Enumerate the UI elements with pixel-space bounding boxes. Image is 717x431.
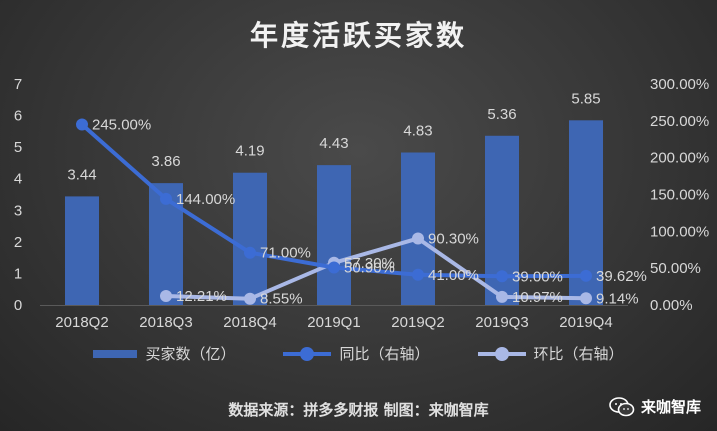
yoy-label: 39.00%: [512, 268, 563, 285]
y2-tick-label: 250.00%: [650, 113, 709, 130]
qoq-point: [496, 290, 508, 303]
chart-title: 年度活跃买家数: [249, 19, 467, 52]
legend-label-qoq: 环比（右轴）: [533, 345, 624, 363]
yoy-label: 39.62%: [596, 268, 647, 285]
y-tick-label: 5: [14, 139, 22, 156]
x-tick-label: 2019Q2: [391, 314, 444, 331]
bar-value-label: 3.86: [151, 153, 180, 170]
yoy-point: [412, 268, 424, 281]
qoq-point: [160, 290, 172, 303]
y-tick-label: 6: [14, 108, 22, 125]
legend-yoy-swatch: [283, 346, 332, 361]
yoy-point: [76, 118, 88, 131]
qoq-label: 9.14%: [596, 290, 639, 307]
y2-tick-label: 150.00%: [650, 187, 709, 204]
bar-value-label: 4.43: [319, 135, 348, 152]
legend-bar-swatch: [93, 349, 138, 358]
source-note: 数据来源：拼多多财报 制图：来咖智库: [228, 401, 489, 419]
bar-value-label: 3.44: [67, 166, 96, 183]
x-tick-label: 2019Q1: [307, 314, 360, 331]
legend: 买家数（亿） 同比（右轴） 环比（右轴）: [0, 343, 717, 364]
brand-name: 来咖智库: [640, 398, 701, 416]
y2-tick-label: 200.00%: [650, 150, 709, 167]
legend-qoq-swatch: [477, 346, 526, 361]
qoq-label: 12.21%: [176, 288, 227, 305]
yoy-point: [328, 261, 340, 274]
bar: [65, 196, 99, 305]
legend-item-buyers: 买家数（亿）: [93, 343, 235, 364]
qoq-line: [165, 236, 587, 301]
y-tick-label: 7: [14, 76, 22, 93]
yoy-label: 41.00%: [428, 267, 479, 284]
x-tick-label: 2019Q3: [475, 314, 528, 331]
yoy-label: 144.00%: [176, 191, 235, 208]
yoy-label: 71.00%: [260, 245, 311, 262]
qoq-point: [580, 292, 592, 305]
yoy-point: [496, 270, 508, 283]
bar-value-label: 4.19: [235, 143, 264, 160]
qoq-point: [244, 292, 256, 305]
yoy-point: [244, 246, 256, 259]
yoy-label: 245.00%: [92, 117, 151, 134]
y-tick-label: 1: [14, 265, 22, 282]
qoq-label: 90.30%: [428, 230, 479, 247]
bar: [317, 165, 351, 305]
y-tick-label: 4: [14, 171, 22, 188]
qoq-point: [412, 232, 424, 245]
qoq-label: 8.55%: [260, 291, 303, 308]
legend-label-buyers: 买家数（亿）: [145, 345, 236, 363]
yoy-label: 50.90%: [344, 260, 395, 277]
legend-item-yoy: 同比（右轴）: [283, 343, 430, 364]
y2-tick-label: 300.00%: [650, 76, 709, 93]
y-tick-label: 3: [14, 202, 22, 219]
legend-label-yoy: 同比（右轴）: [339, 345, 430, 363]
y-tick-label: 0: [14, 297, 22, 314]
y2-tick-label: 0.00%: [650, 297, 693, 314]
y-tick-label: 2: [14, 234, 22, 251]
x-tick-label: 2018Q3: [139, 314, 192, 331]
bar-value-label: 4.83: [403, 123, 432, 140]
qoq-label: 10.97%: [512, 289, 563, 306]
legend-item-qoq: 环比（右轴）: [477, 343, 624, 364]
bar: [233, 172, 267, 305]
x-tick-label: 2019Q4: [559, 314, 612, 331]
yoy-point: [580, 269, 592, 282]
bar-value-label: 5.36: [487, 106, 516, 123]
y2-tick-label: 50.00%: [650, 260, 701, 277]
x-tick-label: 2018Q4: [223, 314, 276, 331]
wechat-icon: [609, 396, 635, 416]
chart-plot: 0 1 2 3 4 5 6 7 0.00% 50.00% 100.00% 150.00% 200.00%…: [14, 76, 709, 331]
y2-tick-label: 100.00%: [650, 223, 709, 240]
x-tick-label: 2018Q2: [55, 314, 108, 331]
bar-value-label: 5.85: [571, 90, 600, 107]
yoy-point: [160, 192, 172, 205]
brand: 来咖智库: [609, 396, 701, 417]
